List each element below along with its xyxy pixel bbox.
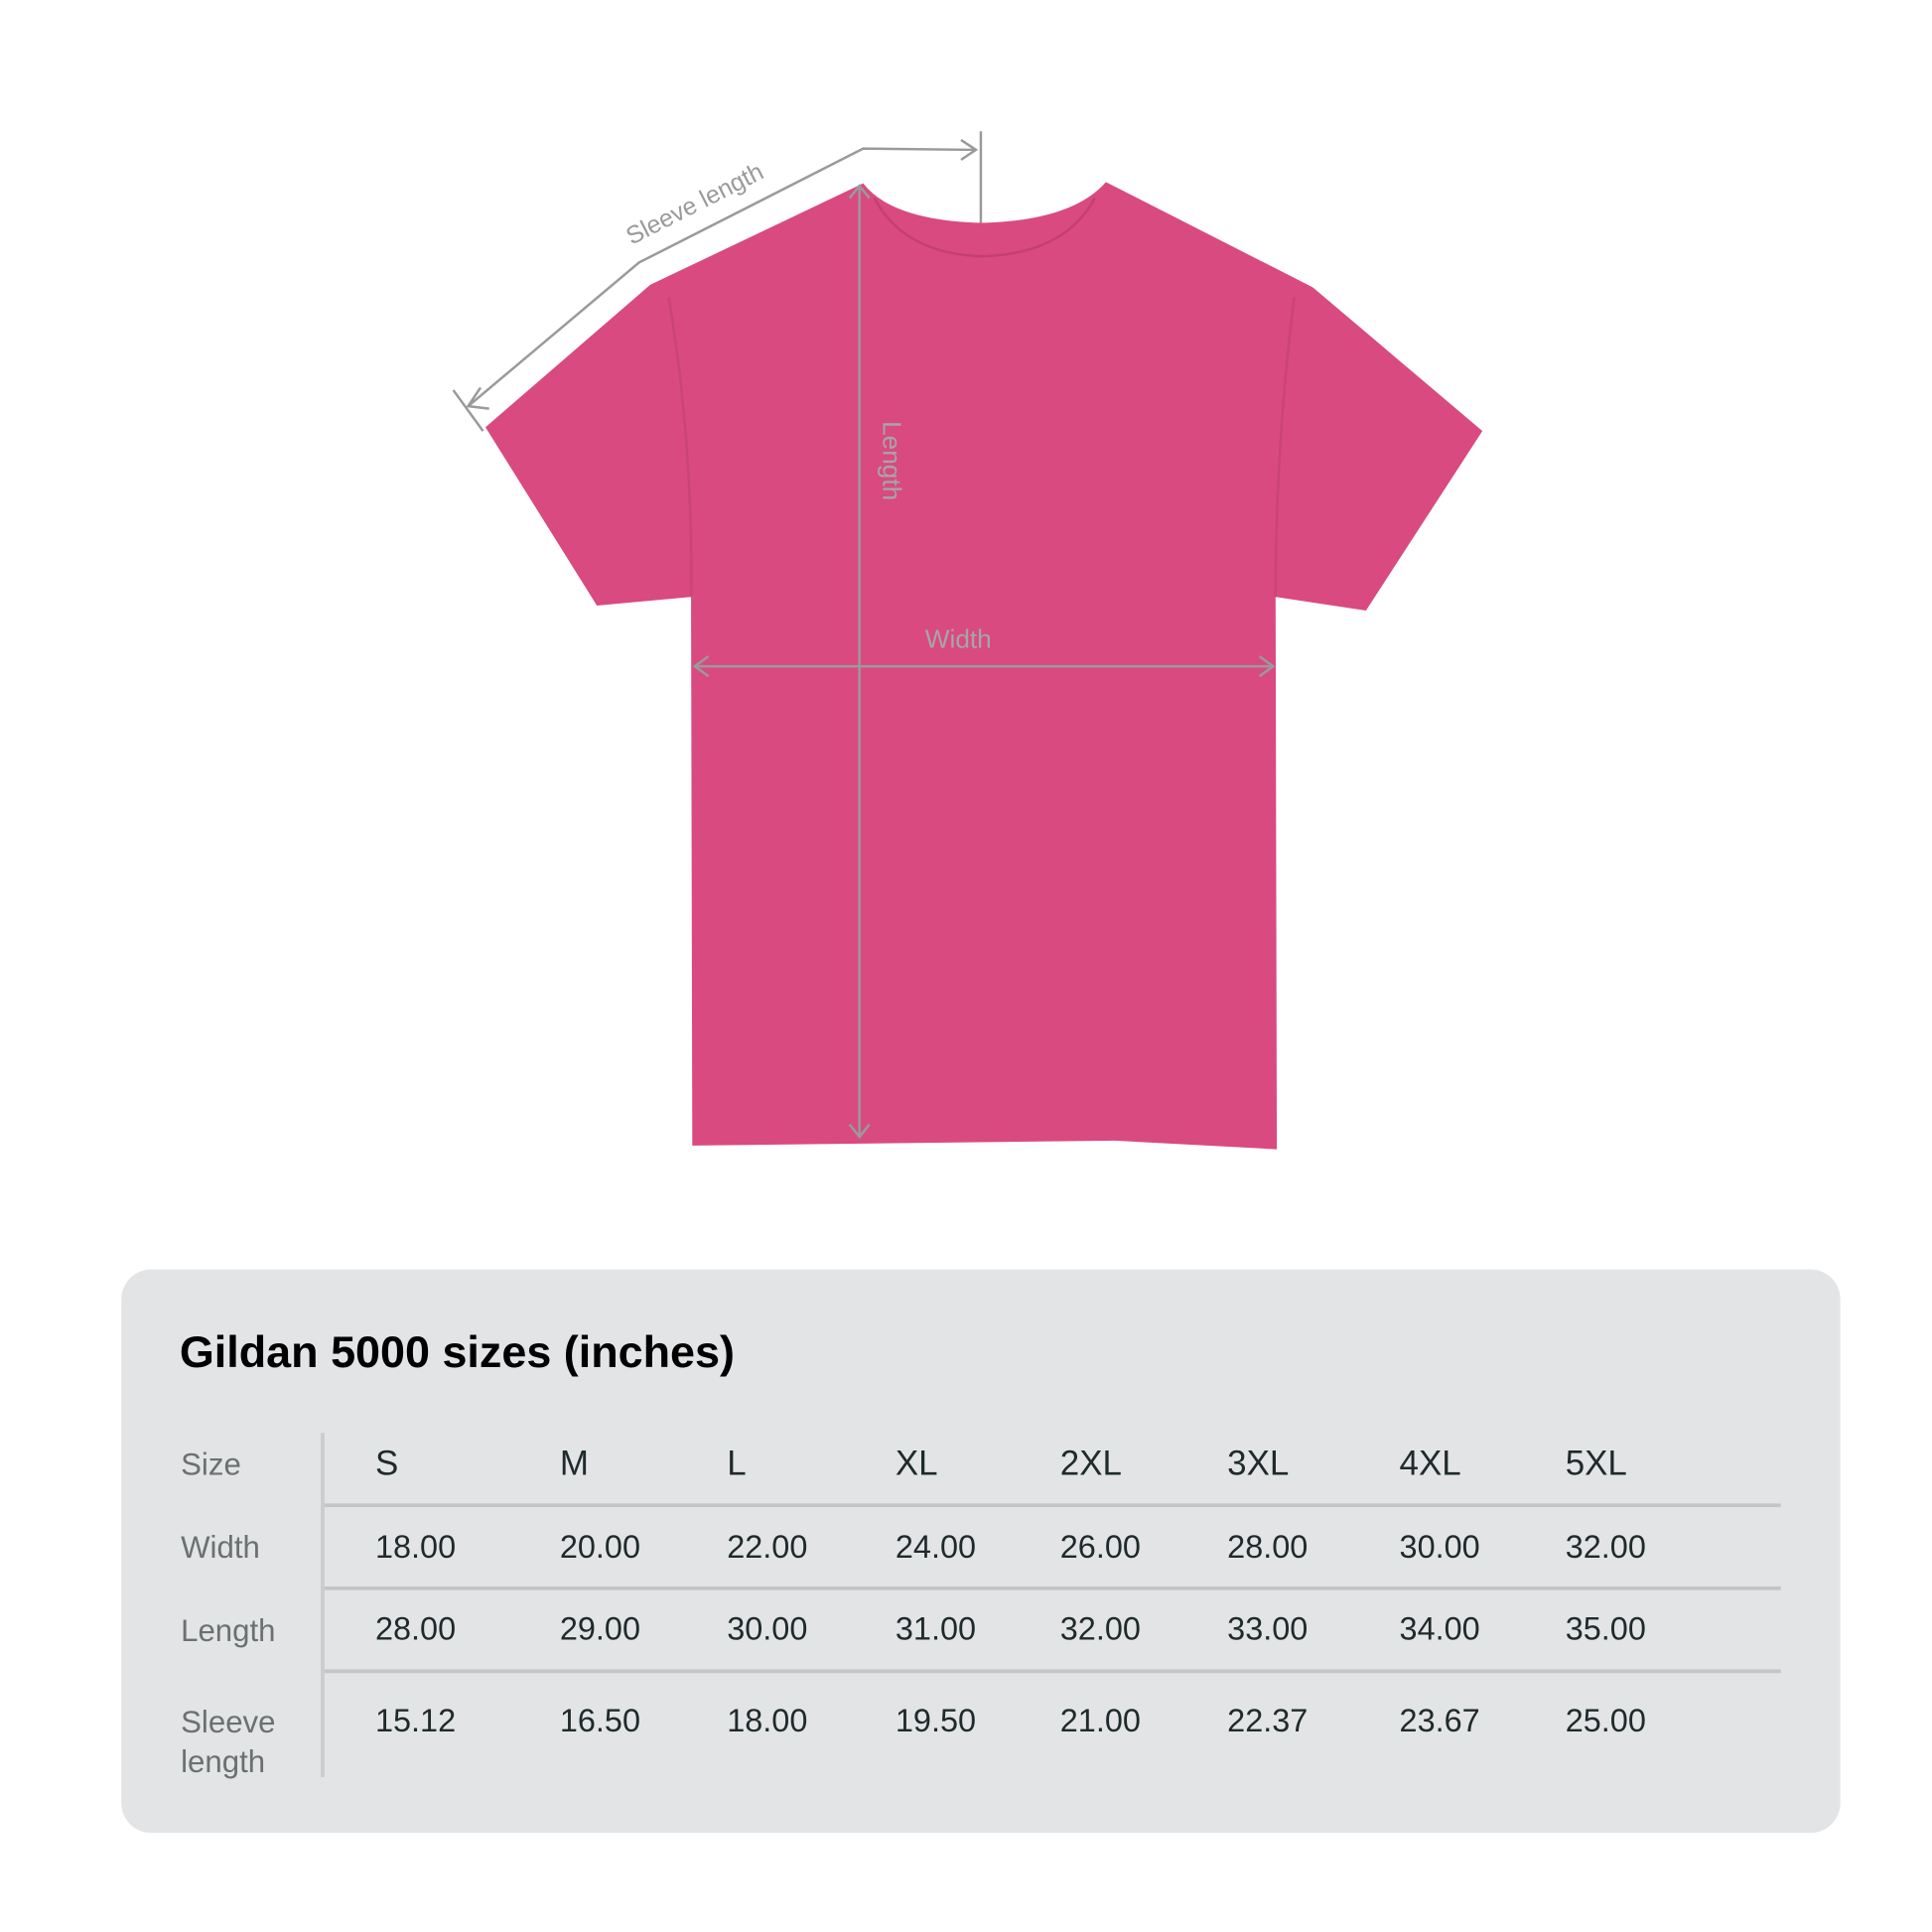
table-cell: 31.00 — [895, 1609, 977, 1648]
sleeve-arrow-right — [960, 138, 979, 161]
neckline-rib — [873, 197, 1096, 258]
size-table-panel: Gildan 5000 sizes (inches) Size Width Le… — [121, 1269, 1841, 1834]
size-header-m: M — [559, 1444, 589, 1483]
header-label: Size — [181, 1448, 241, 1483]
length-label: Length — [877, 421, 906, 500]
tshirt-diagram: Sleeve length Length Width — [452, 131, 1483, 1150]
table-cell: 18.00 — [727, 1701, 808, 1739]
table-cell: 26.00 — [1059, 1528, 1141, 1566]
table-cell: 33.00 — [1227, 1609, 1309, 1648]
row-label-width: Width — [181, 1530, 260, 1566]
column-divider — [321, 1433, 325, 1778]
table-cell: 21.00 — [1059, 1701, 1141, 1739]
width-label: Width — [925, 623, 992, 653]
table-cell: 22.00 — [727, 1528, 808, 1566]
sleeve-seam-right — [1274, 297, 1296, 598]
row-divider — [324, 1503, 1781, 1508]
sleeve-arrow-left — [466, 386, 489, 410]
table-cell: 35.00 — [1565, 1609, 1646, 1648]
table-cell: 30.00 — [1399, 1528, 1480, 1566]
table-cell: 24.00 — [895, 1528, 977, 1566]
row-label-sleeve: Sleeve length — [181, 1705, 276, 1780]
table-title: Gildan 5000 sizes (inches) — [179, 1325, 735, 1378]
size-header-xl: XL — [895, 1444, 938, 1483]
table-cell: 15.12 — [374, 1701, 457, 1739]
sleeve-seam-left — [667, 297, 693, 598]
row-divider — [324, 1586, 1781, 1590]
size-header-3xl: 3XL — [1227, 1444, 1290, 1483]
table-cell: 16.50 — [559, 1701, 641, 1739]
size-header-s: S — [374, 1444, 399, 1483]
sleeve-length-line — [467, 147, 976, 408]
table-cell: 20.00 — [559, 1528, 641, 1566]
table-cell: 23.67 — [1399, 1701, 1480, 1739]
table-cell: 28.00 — [374, 1609, 457, 1648]
size-header-2xl: 2XL — [1059, 1444, 1122, 1483]
table-cell: 32.00 — [1059, 1609, 1141, 1648]
table-cell: 25.00 — [1565, 1701, 1646, 1739]
measure-lines — [452, 131, 1276, 1140]
row-divider — [324, 1669, 1781, 1674]
size-header-5xl: 5XL — [1565, 1444, 1627, 1483]
size-header-4xl: 4XL — [1399, 1444, 1461, 1483]
table-cell: 28.00 — [1227, 1528, 1309, 1566]
table-cell: 18.00 — [374, 1528, 457, 1566]
table-cell: 19.50 — [895, 1701, 977, 1739]
table-cell: 34.00 — [1399, 1609, 1480, 1648]
table-cell: 29.00 — [559, 1609, 641, 1648]
row-label-length: Length — [181, 1613, 276, 1649]
size-header-l: L — [727, 1444, 747, 1483]
table-cell: 30.00 — [727, 1609, 808, 1648]
table-cell: 32.00 — [1565, 1528, 1646, 1566]
sleeve-length-label: Sleeve length — [621, 158, 767, 251]
table-cell: 22.37 — [1227, 1701, 1309, 1739]
